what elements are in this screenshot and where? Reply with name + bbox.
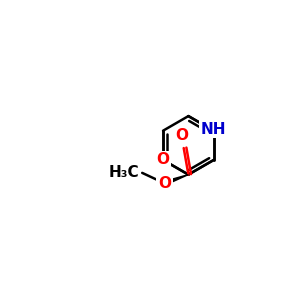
Text: O: O [176,128,189,143]
Text: O: O [158,176,171,191]
Text: H₃C: H₃C [109,165,139,180]
Polygon shape [164,175,188,185]
Text: NH: NH [201,122,226,137]
Text: O: O [157,152,169,167]
